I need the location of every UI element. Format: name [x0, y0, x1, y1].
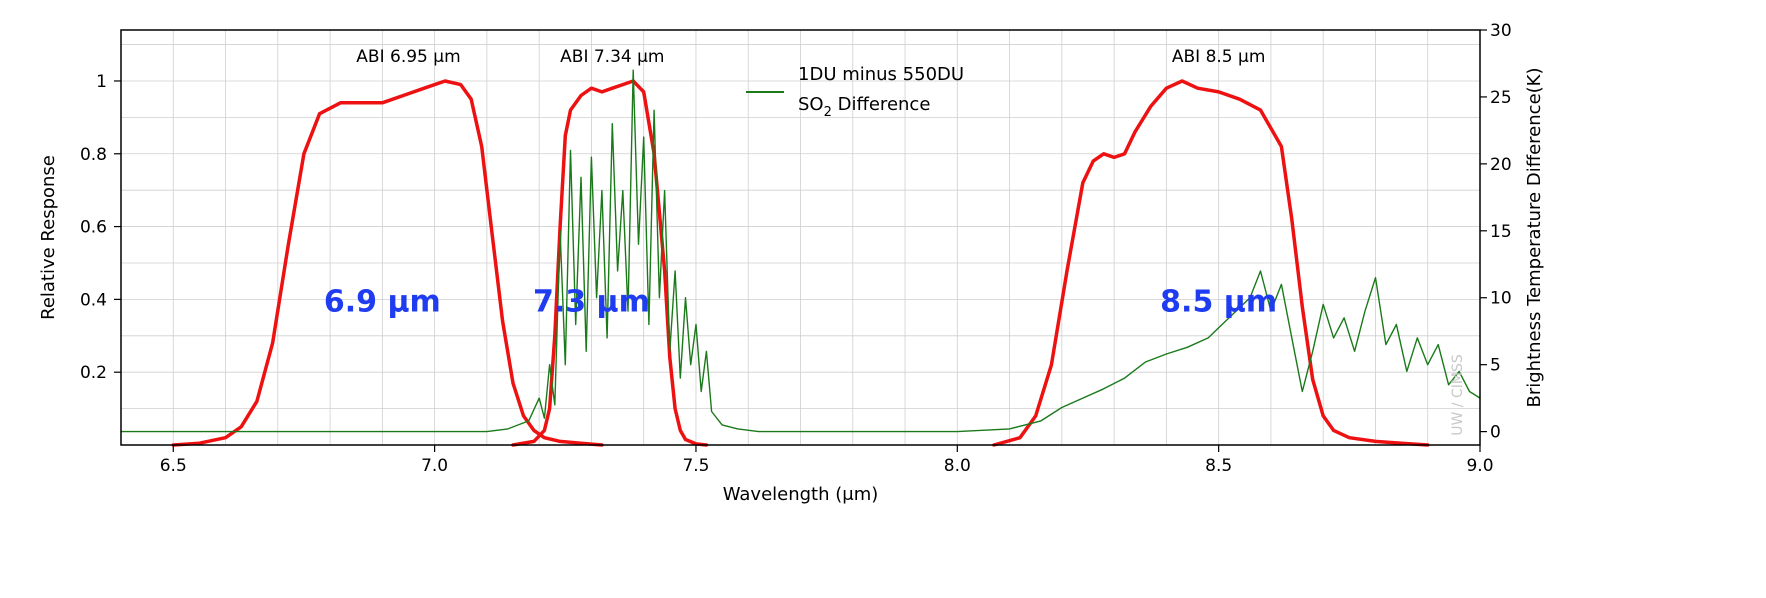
series-group [120, 69, 1481, 447]
x-tick-label: 9.0 [1466, 456, 1493, 476]
y2-tick-label: 20 [1490, 155, 1512, 175]
band-title: ABI 7.34 μm [560, 47, 664, 67]
band-center-label: 6.9 μm [324, 284, 441, 319]
annotations: ABI 6.95 μm ABI 7.34 μm ABI 8.5 μm 6.9 μm 7.… [324, 47, 1466, 436]
x-tick-label: 6.5 [160, 456, 187, 476]
band-center-label: 8.5 μm [1160, 284, 1277, 319]
x-tick-label: 8.0 [944, 456, 971, 476]
y2-tick-label: 25 [1490, 88, 1512, 108]
y-tick-label: 0.8 [80, 145, 107, 165]
series-line-2 [511, 79, 709, 447]
legend-difference: Difference [832, 94, 931, 115]
y-axis-title: Relative Response [38, 155, 59, 320]
band-center-label: 7.3 μm [533, 284, 650, 319]
legend-line-2: SO2 Difference [798, 94, 930, 120]
grid [121, 30, 1480, 445]
legend: 1DU minus 550DU SO2 Difference [746, 64, 964, 120]
legend-subscript: 2 [824, 105, 832, 120]
legend-so: SO [798, 94, 824, 115]
y2-tick-label: 10 [1490, 289, 1512, 309]
band-title: ABI 6.95 μm [356, 47, 460, 67]
y-tick-label: 1 [96, 72, 107, 92]
series-line-1 [171, 79, 604, 447]
x-axis-title: Wavelength (μm) [723, 484, 879, 505]
series-line-3 [992, 79, 1430, 447]
watermark: UW / CIMSS [1450, 354, 1466, 436]
series-line-4 [120, 69, 1481, 433]
y-tick-label: 0.2 [80, 363, 107, 383]
x-tick-label: 8.5 [1205, 456, 1232, 476]
y2-tick-label: 5 [1490, 356, 1501, 376]
y2-tick-label: 0 [1490, 423, 1501, 443]
x-tick-label: 7.0 [421, 456, 448, 476]
y-tick-label: 0.6 [80, 218, 107, 238]
y-tick-label: 0.4 [80, 290, 107, 310]
y2-tick-label: 15 [1490, 222, 1512, 242]
y2-tick-label: 30 [1490, 21, 1512, 41]
y2-axis-title: Brightness Temperature Difference(K) [1524, 68, 1545, 408]
band-title: ABI 8.5 μm [1172, 47, 1266, 67]
x-tick-label: 7.5 [682, 456, 709, 476]
plot-frame [120, 29, 1481, 446]
axes: 6.5 7.0 7.5 8.0 8.5 9.00.20.40.60.81051015202… [38, 21, 1545, 505]
legend-line-1: 1DU minus 550DU [798, 64, 964, 85]
